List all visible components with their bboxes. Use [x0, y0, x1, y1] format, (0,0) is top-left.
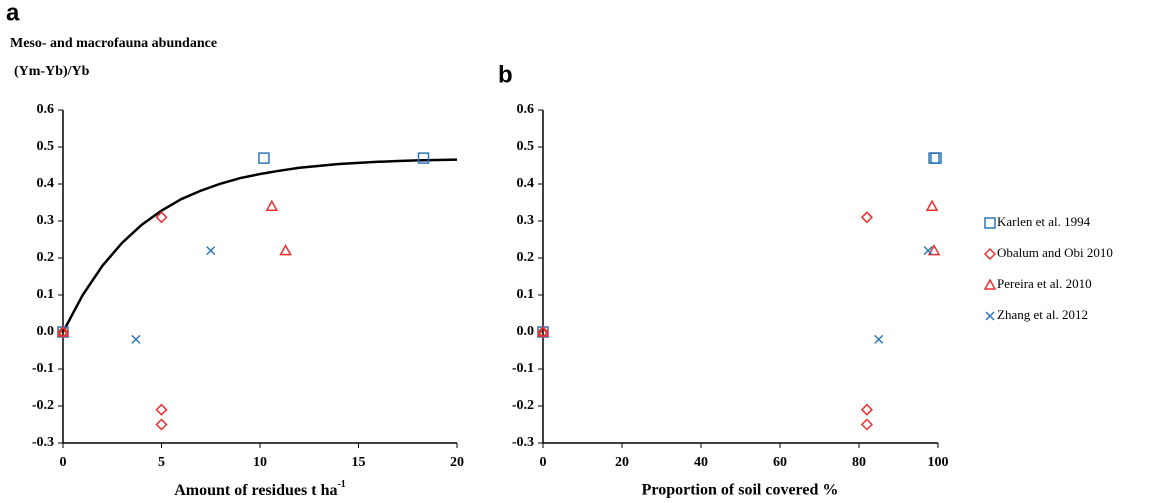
marker-x	[923, 246, 933, 256]
marker-triangle	[279, 244, 292, 256]
y-tick-label: -0.3	[32, 435, 54, 450]
y-tick-label: 0.3	[37, 213, 55, 228]
x-axis-label: Proportion of soil covered %	[642, 482, 839, 499]
x-tick-label: 15	[352, 455, 366, 470]
y-tick-label: -0.2	[32, 398, 54, 413]
y-tick-label: 0.0	[517, 324, 535, 339]
marker-triangle	[56, 325, 70, 337]
y-tick-label: 0.6	[517, 102, 535, 117]
marker-diamond	[536, 325, 550, 339]
legend-label: Karlen et al. 1994	[997, 214, 1091, 229]
x-tick-label: 5	[158, 455, 165, 470]
x-tick-label: 100	[928, 455, 949, 470]
y-tick-label: 0.2	[517, 250, 535, 265]
marker-triangle	[925, 199, 939, 211]
marker-x	[206, 246, 216, 256]
x-axis-label-text: Amount of residues t ha	[174, 482, 337, 499]
marker-triangle	[927, 244, 941, 256]
marker-triangle	[265, 199, 279, 211]
x-tick-label: 80	[852, 455, 866, 470]
marker-x	[131, 334, 141, 344]
y-tick-label: -0.3	[512, 435, 534, 450]
marker-square	[258, 152, 270, 164]
x-tick-label: 20	[450, 455, 464, 470]
marker-diamond	[860, 403, 873, 416]
marker-diamond	[860, 418, 873, 431]
marker-triangle	[983, 278, 997, 290]
legend-label: Zhang et al. 2012	[997, 307, 1088, 322]
y-tick-label: 0.4	[37, 176, 55, 191]
x-tick-label: 0	[60, 455, 67, 470]
y-tick-label: 0.4	[517, 176, 535, 191]
marker-x	[985, 311, 995, 321]
marker-x	[874, 334, 884, 344]
marker-square	[417, 152, 430, 164]
y-tick-label: 0.1	[37, 287, 55, 302]
x-tick-label: 60	[773, 455, 787, 470]
y-tick-label: 0.5	[37, 139, 55, 154]
x-tick-label: 40	[694, 455, 708, 470]
x-axis-label: Amount of residues t ha-1	[174, 479, 346, 498]
marker-diamond	[56, 325, 70, 339]
panel-label: a	[6, 0, 20, 26]
fit-curve	[61, 158, 458, 333]
marker-diamond	[155, 418, 168, 431]
marker-diamond	[860, 211, 873, 224]
marker-square	[930, 152, 942, 164]
marker-square	[984, 217, 996, 229]
legend-label: Pereira et al. 2010	[997, 276, 1092, 291]
legend-label: Obalum and Obi 2010	[997, 245, 1113, 260]
x-axis-label-sup: -1	[337, 479, 345, 490]
x-tick-label: 20	[615, 455, 629, 470]
y-tick-label: 0.2	[37, 250, 55, 265]
marker-diamond	[155, 403, 168, 416]
panel-label: b	[498, 61, 513, 88]
y-tick-label: 0.3	[517, 213, 535, 228]
x-tick-label: 10	[253, 455, 267, 470]
marker-diamond	[155, 211, 168, 224]
x-tick-label: 0	[540, 455, 547, 470]
chart-title: Meso- and macrofauna abundance	[10, 36, 217, 51]
y-tick-label: 0.5	[517, 139, 535, 154]
y-tick-label: 0.6	[37, 102, 55, 117]
y-tick-label: -0.1	[512, 361, 534, 376]
y-tick-label: -0.1	[32, 361, 54, 376]
marker-triangle	[536, 325, 550, 337]
y-axis-label: (Ym-Yb)/Yb	[14, 64, 90, 79]
y-tick-label: 0.0	[37, 324, 55, 339]
marker-diamond	[983, 247, 997, 261]
y-tick-label: -0.2	[512, 398, 534, 413]
y-tick-label: 0.1	[517, 287, 535, 302]
